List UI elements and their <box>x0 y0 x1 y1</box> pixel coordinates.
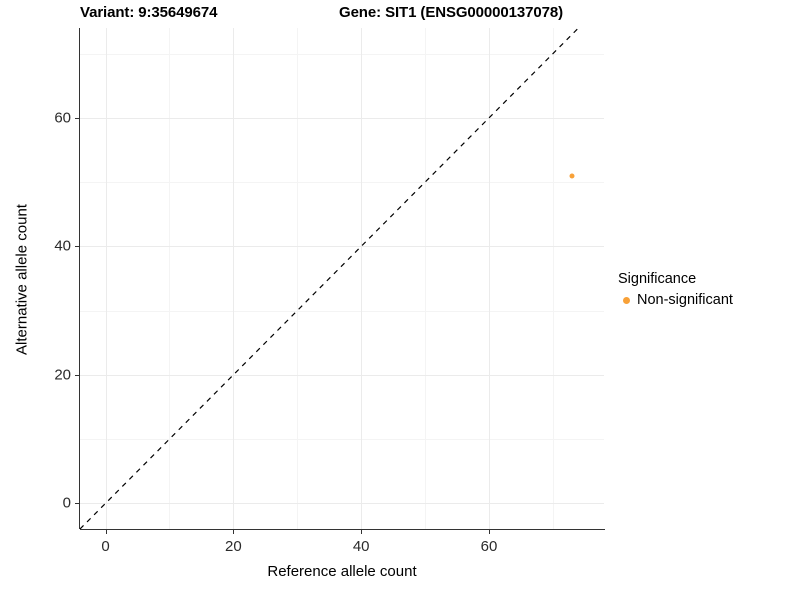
gridline-h-major <box>80 503 604 504</box>
legend-dot-icon <box>623 296 630 304</box>
gridline-v-major <box>489 28 490 529</box>
gridline-v-major <box>361 28 362 529</box>
identity-reference-line <box>80 28 604 529</box>
gene-title: Gene: SIT1 (ENSG00000137078) <box>339 4 563 21</box>
plot-panel <box>80 28 604 529</box>
chart-title-row: Variant: 9:35649674 Gene: SIT1 (ENSG0000… <box>80 4 604 26</box>
gridline-v-minor <box>425 28 426 529</box>
legend-item-label: Non-significant <box>637 292 733 308</box>
gridline-v-minor <box>169 28 170 529</box>
gridline-v-major <box>233 28 234 529</box>
gridline-h-minor <box>80 439 604 440</box>
y-tick-label: 60 <box>54 109 71 127</box>
legend-items: Non-significant <box>618 290 798 310</box>
gridline-h-major <box>80 246 604 247</box>
gridline-v-minor <box>297 28 298 529</box>
y-tick-mark <box>75 503 79 505</box>
gridline-h-minor <box>80 54 604 55</box>
y-tick-mark <box>75 117 79 119</box>
legend-swatch <box>618 292 635 309</box>
x-tick-label: 60 <box>480 538 498 555</box>
x-tick-mark <box>105 530 107 534</box>
gridline-v-minor <box>553 28 554 529</box>
y-axis-title: Alternative allele count <box>13 204 31 355</box>
gridline-h-minor <box>80 311 604 312</box>
variant-title: Variant: 9:35649674 <box>80 4 218 21</box>
legend: Significance Non-significant <box>618 270 798 310</box>
x-tick-label: 0 <box>101 538 110 555</box>
data-point[interactable] <box>569 173 575 179</box>
x-tick-mark <box>361 530 363 534</box>
y-tick-mark <box>75 246 79 248</box>
x-axis-title: Reference allele count <box>267 563 417 580</box>
y-tick-label: 20 <box>54 366 71 384</box>
y-tick-label: 0 <box>62 494 71 512</box>
x-tick-mark <box>233 530 235 534</box>
y-axis-line <box>79 28 81 529</box>
y-tick-label: 40 <box>54 237 71 255</box>
gridline-h-major <box>80 375 604 376</box>
gridline-h-minor <box>80 182 604 183</box>
x-axis-line <box>80 529 605 531</box>
x-tick-label: 20 <box>225 538 242 555</box>
gridline-v-major <box>106 28 107 529</box>
x-tick-label: 40 <box>352 538 370 555</box>
legend-title: Significance <box>618 271 697 287</box>
y-tick-mark <box>75 374 79 376</box>
gridline-h-major <box>80 118 604 119</box>
x-tick-mark <box>488 530 490 534</box>
legend-item[interactable]: Non-significant <box>618 290 798 310</box>
